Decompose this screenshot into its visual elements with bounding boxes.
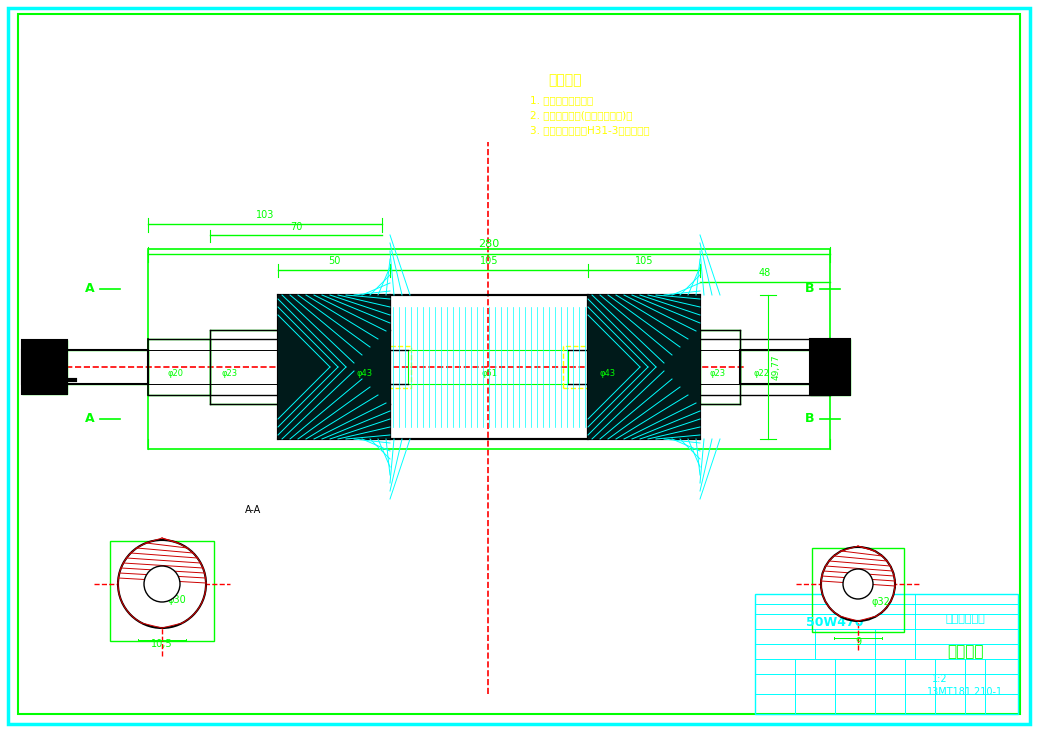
Text: A: A — [85, 413, 94, 425]
Text: 48: 48 — [759, 268, 771, 278]
Text: B: B — [805, 283, 815, 296]
Text: φ23: φ23 — [222, 370, 238, 378]
Text: φ22: φ22 — [754, 370, 770, 378]
Text: φ51: φ51 — [481, 370, 497, 378]
Text: A-A: A-A — [245, 505, 262, 515]
Text: 50W470: 50W470 — [807, 616, 864, 629]
Text: 技术要求: 技术要求 — [548, 73, 581, 87]
Text: φ32: φ32 — [872, 597, 891, 607]
Text: φ12: φ12 — [52, 370, 69, 378]
Bar — [390, 295, 588, 439]
Bar — [588, 295, 700, 439]
Circle shape — [821, 547, 895, 621]
Bar — [755, 594, 1018, 714]
Bar — [740, 350, 830, 384]
Bar — [408, 350, 568, 384]
Bar — [22, 350, 148, 384]
Bar — [810, 339, 850, 395]
Text: 河南师范大学: 河南师范大学 — [946, 614, 985, 624]
Circle shape — [144, 566, 180, 602]
Circle shape — [843, 569, 873, 599]
Text: 转子冲片: 转子冲片 — [947, 644, 983, 660]
Bar — [740, 350, 830, 384]
Text: 3. 材料硅钢片牌号H31-3冲剪性能。: 3. 材料硅钢片牌号H31-3冲剪性能。 — [530, 125, 650, 135]
Text: 2. 转子槽形尺寸(转子冲槽尺寸)；: 2. 转子槽形尺寸(转子冲槽尺寸)； — [530, 110, 632, 120]
Bar — [148, 249, 830, 449]
Bar — [22, 350, 148, 384]
Text: 13MT181.210-1: 13MT181.210-1 — [927, 687, 1003, 697]
Bar — [812, 548, 904, 632]
Bar — [278, 295, 390, 367]
Text: φ43: φ43 — [357, 370, 373, 378]
Bar — [810, 339, 850, 395]
Bar — [210, 330, 278, 404]
Bar — [618, 340, 676, 394]
Text: 10,5: 10,5 — [152, 639, 172, 649]
Text: φ43: φ43 — [600, 370, 617, 378]
Text: 1:2: 1:2 — [932, 674, 948, 684]
Text: 70: 70 — [290, 222, 302, 232]
Text: 105: 105 — [480, 256, 498, 266]
Bar — [22, 340, 67, 394]
Text: 50: 50 — [328, 256, 340, 266]
Text: φ23: φ23 — [710, 370, 726, 378]
Bar — [278, 367, 390, 439]
Bar — [373, 346, 411, 388]
Text: φ08: φ08 — [815, 370, 829, 378]
Text: 49,77: 49,77 — [772, 354, 781, 380]
Bar — [298, 340, 356, 394]
Bar — [148, 339, 210, 395]
Text: 103: 103 — [255, 210, 274, 220]
Bar — [588, 367, 700, 439]
Bar — [563, 346, 601, 388]
Bar — [700, 330, 740, 404]
Circle shape — [118, 540, 206, 628]
Bar — [110, 541, 214, 641]
Bar — [278, 295, 698, 439]
Text: 1. 毛坯不得有裂纹；: 1. 毛坯不得有裂纹； — [530, 95, 594, 105]
Bar — [278, 295, 390, 439]
Text: 280: 280 — [479, 239, 499, 249]
Text: φ30: φ30 — [168, 595, 187, 605]
Text: φ20: φ20 — [167, 370, 183, 378]
Bar — [22, 340, 67, 394]
Text: A: A — [85, 283, 94, 296]
Text: B: B — [805, 413, 815, 425]
Text: 9: 9 — [855, 637, 862, 647]
Bar — [588, 295, 700, 367]
Text: 105: 105 — [635, 256, 653, 266]
